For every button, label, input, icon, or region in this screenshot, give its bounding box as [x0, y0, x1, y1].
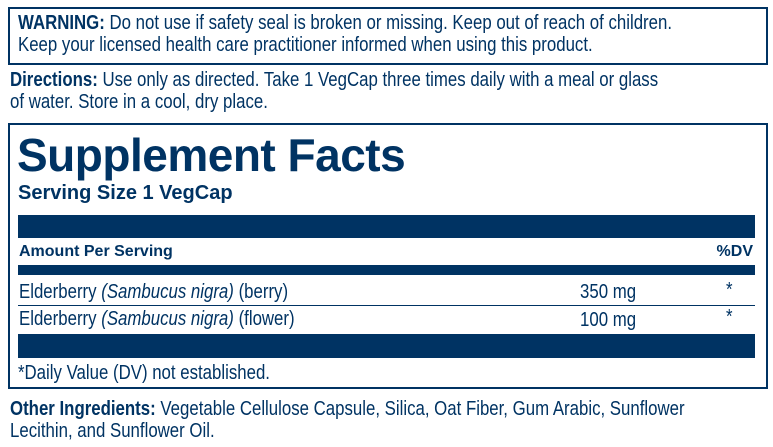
supplement-facts-panel: [8, 123, 768, 389]
ingredient-dv: *: [726, 278, 733, 301]
warning-text: WARNING: Do not use if safety seal is br…: [18, 12, 672, 56]
warning-box: [8, 7, 768, 65]
directions-line1: Use only as directed. Take 1 VegCap thre…: [102, 68, 659, 91]
dv-header: %DV: [716, 243, 753, 260]
footnote: *Daily Value (DV) not established.: [18, 361, 270, 384]
ingredient-latin: (Sambucus nigra): [101, 307, 234, 330]
nutrient-row: Elderberry (Sambucus nigra) (flower) 100…: [18, 306, 755, 333]
ingredient-amount: 350 mg: [580, 280, 637, 303]
serving-size: Serving Size 1 VegCap: [18, 182, 233, 204]
ingredient-dv: *: [726, 305, 733, 328]
thick-divider-bottom: [18, 334, 755, 358]
ingredient-part: (berry): [238, 280, 289, 303]
other-ingredients-label: Other Ingredients:: [10, 397, 156, 420]
amount-per-serving-header: Amount Per Serving: [19, 243, 173, 260]
ingredient-part: (flower): [238, 307, 295, 330]
other-ingredients-line1: Vegetable Cellulose Capsule, Silica, Oat…: [160, 397, 685, 420]
warning-line1: Do not use if safety seal is broken or m…: [109, 11, 673, 34]
medium-divider: [18, 265, 755, 275]
other-ingredients: Other Ingredients: Vegetable Cellulose C…: [10, 398, 685, 442]
ingredient-amount: 100 mg: [580, 308, 637, 331]
facts-title: Supplement Facts: [17, 129, 406, 181]
nutrient-row: Elderberry (Sambucus nigra) (berry) 350 …: [18, 278, 755, 306]
directions-label: Directions:: [10, 68, 98, 91]
ingredient-name: Elderberry: [19, 280, 97, 303]
directions-line2: of water. Store in a cool, dry place.: [10, 90, 268, 113]
ingredient-latin: (Sambucus nigra): [101, 280, 234, 303]
ingredient-name: Elderberry: [19, 307, 97, 330]
thick-divider: [18, 215, 755, 238]
warning-line2: Keep your licensed health care practitio…: [18, 33, 593, 56]
warning-label: WARNING:: [18, 11, 105, 34]
directions-text: Directions: Use only as directed. Take 1…: [10, 69, 658, 113]
other-ingredients-line2: Lecithin, and Sunflower Oil.: [10, 419, 215, 442]
